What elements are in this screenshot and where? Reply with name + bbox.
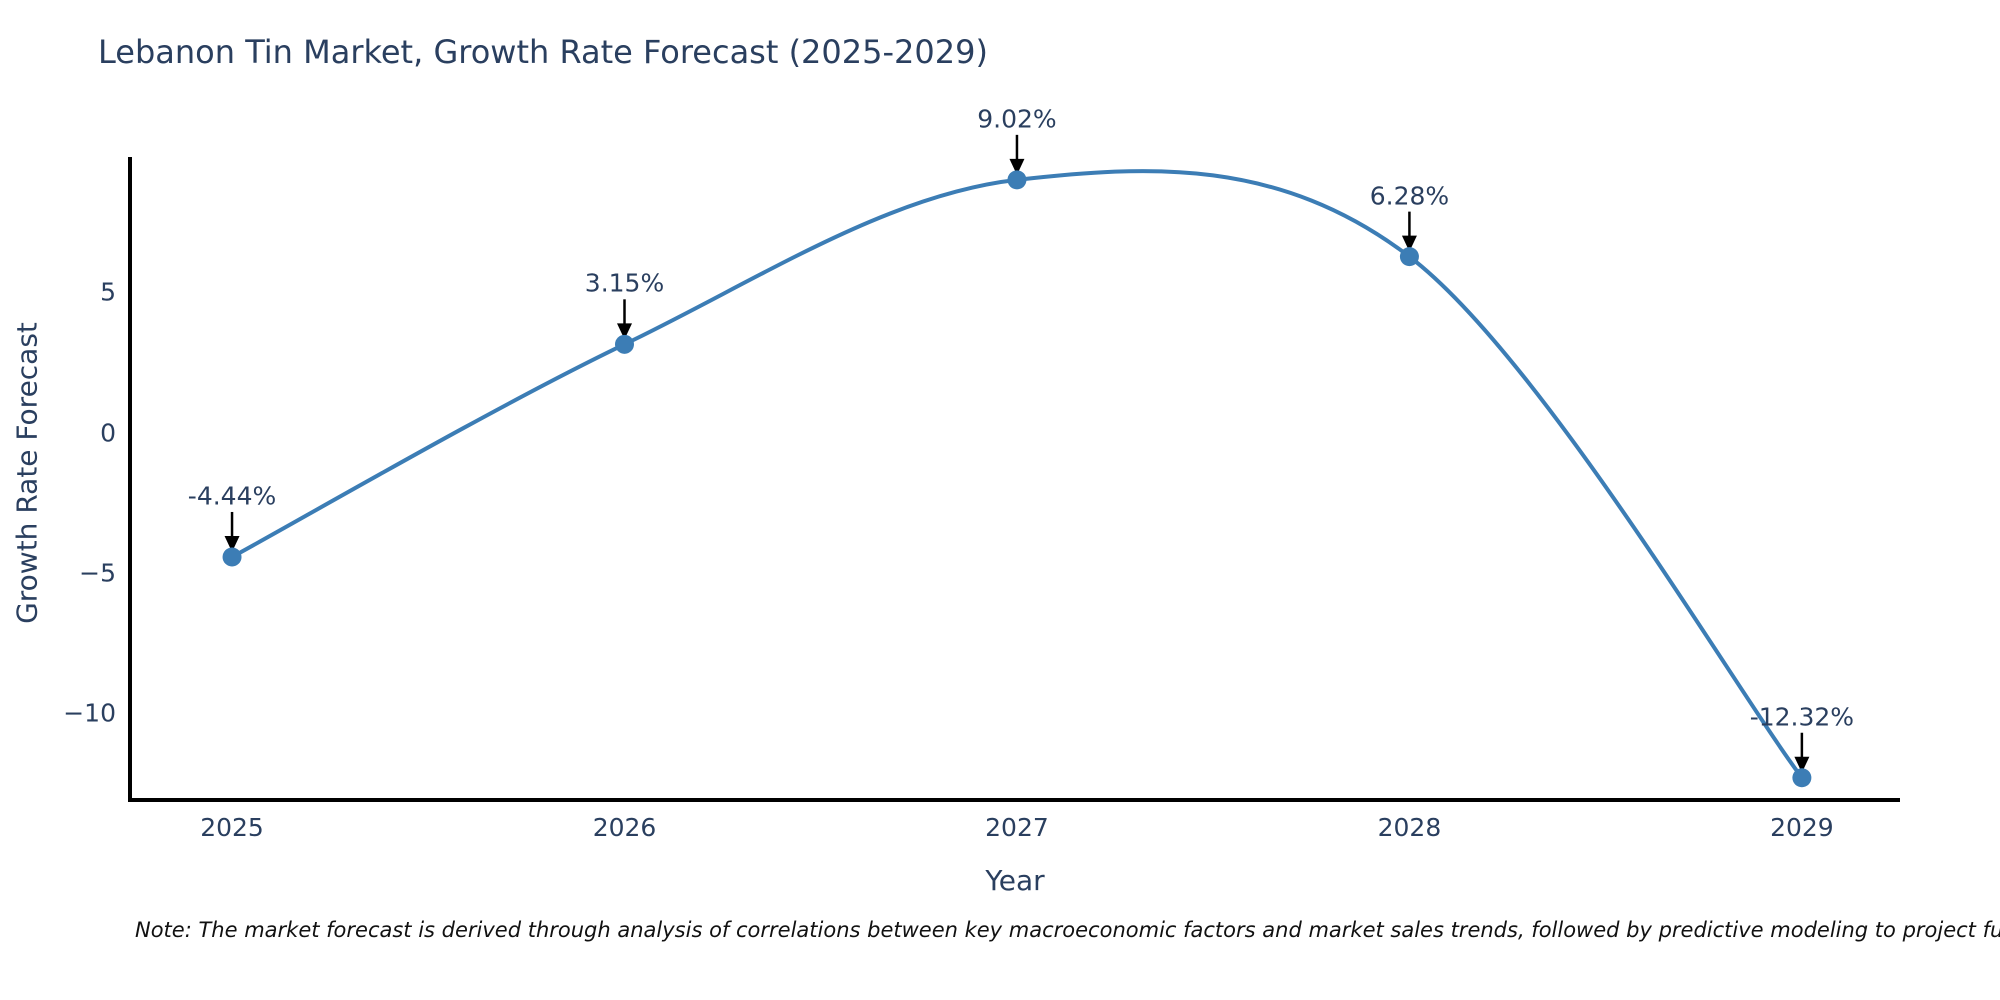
x-tick-label: 2026 bbox=[592, 813, 657, 842]
y-tick-label: 0 bbox=[100, 418, 116, 448]
annotation-arrow-head bbox=[1401, 235, 1417, 252]
chart-title: Lebanon Tin Market, Growth Rate Forecast… bbox=[98, 33, 988, 71]
annotation-arrow-head bbox=[617, 323, 633, 340]
point-value-label: -12.32% bbox=[1749, 702, 1855, 732]
forecast-spline-line bbox=[230, 169, 1804, 780]
x-tick-label: 2028 bbox=[1377, 813, 1442, 842]
y-tick-label: 5 bbox=[100, 277, 116, 307]
data-point-markers[interactable] bbox=[222, 170, 1812, 788]
x-axis-title: Year bbox=[985, 864, 1045, 897]
annotation-arrow-head bbox=[1009, 158, 1025, 175]
x-tick-label: 2029 bbox=[1770, 813, 1834, 842]
data-point-marker[interactable] bbox=[1792, 768, 1812, 788]
point-value-label: -4.44% bbox=[187, 481, 277, 511]
methodology-note: Note: The market forecast is derived thr… bbox=[135, 918, 2000, 942]
x-tick-label: 2025 bbox=[200, 813, 264, 842]
annotation-arrows bbox=[224, 134, 1810, 773]
x-tick-label: 2027 bbox=[985, 813, 1049, 842]
y-axis-title: Growth Rate Forecast bbox=[10, 322, 44, 624]
y-tick-label: −10 bbox=[63, 698, 116, 728]
annotation-arrow-head bbox=[224, 535, 240, 552]
point-value-label: 9.02% bbox=[977, 104, 1057, 134]
data-point-marker[interactable] bbox=[222, 547, 242, 567]
data-point-marker[interactable] bbox=[1399, 247, 1419, 267]
data-point-marker[interactable] bbox=[615, 334, 635, 354]
point-value-label: 3.15% bbox=[584, 268, 665, 298]
point-value-label: 6.28% bbox=[1369, 181, 1450, 211]
y-tick-label: −5 bbox=[79, 558, 116, 588]
annotation-arrow-head bbox=[1794, 756, 1810, 773]
data-point-marker[interactable] bbox=[1007, 170, 1027, 190]
